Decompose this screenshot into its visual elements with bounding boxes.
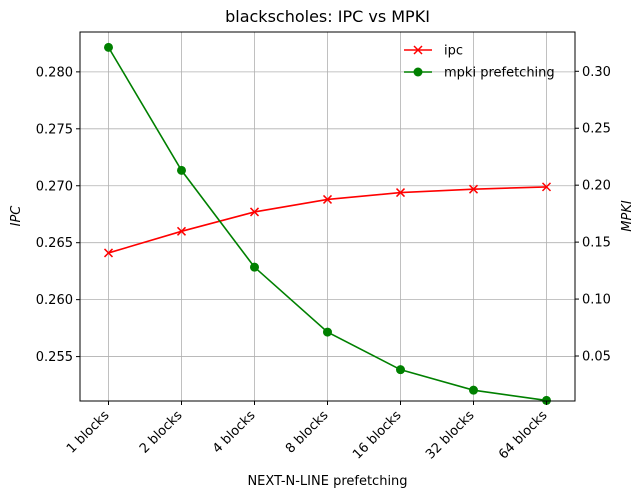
- y-axis-right-label: MPKI: [620, 200, 635, 232]
- y-left-tick-label: 0.275: [36, 122, 73, 137]
- data-point-ipc: [541, 182, 552, 192]
- legend-item-ipc: ipc: [404, 44, 463, 59]
- data-point-mpki-prefetching: [177, 165, 186, 175]
- chart-title: blackscholes: IPC vs MPKI: [225, 7, 430, 26]
- data-point-ipc: [468, 184, 479, 194]
- series-layer: [103, 42, 552, 405]
- data-point-ipc: [176, 226, 187, 236]
- y-right-tick-label: 0.25: [582, 122, 611, 137]
- y-left-tick-label: 0.270: [36, 179, 73, 194]
- legend-label: ipc: [444, 44, 463, 59]
- data-point-ipc-stroke: [249, 207, 260, 217]
- y-right-tick-label: 0.05: [582, 350, 611, 365]
- y-right-tick-label: 0.30: [582, 65, 611, 80]
- data-point-ipc: [395, 188, 406, 198]
- y-left-tick-label: 0.280: [36, 65, 73, 80]
- y-right-tick-label: 0.15: [582, 236, 611, 251]
- data-point-ipc-stroke: [103, 248, 114, 258]
- series-mpki-prefetching: [104, 42, 551, 405]
- y-left-tick-label: 0.255: [36, 350, 73, 365]
- data-point-mpki-prefetching: [323, 327, 332, 337]
- legend-swatch-marker: [413, 67, 423, 77]
- y-right-tick-label: 0.10: [582, 293, 611, 308]
- y-right-tick-label: 0.20: [582, 179, 611, 194]
- legend: ipc mpki prefetching: [404, 44, 555, 81]
- data-point-ipc: [103, 248, 114, 258]
- y-left-tick-label: 0.260: [36, 293, 73, 308]
- data-point-mpki-prefetching: [104, 42, 113, 52]
- grid: [80, 32, 575, 401]
- legend-item-mpki-prefetching: mpki prefetching: [404, 66, 555, 81]
- data-point-ipc-stroke: [176, 226, 187, 236]
- y-axis-left-label: IPC: [9, 205, 24, 227]
- data-point-mpki-prefetching: [250, 262, 259, 272]
- data-point-ipc-stroke: [322, 194, 333, 204]
- data-point-ipc-stroke: [395, 188, 406, 198]
- x-axis-label: NEXT-N-LINE prefetching: [247, 474, 407, 489]
- legend-swatch-marker-stroke: [413, 45, 423, 55]
- data-point-ipc-stroke: [541, 182, 552, 192]
- data-point-mpki-prefetching: [542, 395, 551, 405]
- legend-label: mpki prefetching: [444, 66, 555, 81]
- data-point-ipc: [322, 194, 333, 204]
- data-point-mpki-prefetching: [396, 365, 405, 375]
- data-point-mpki-prefetching: [469, 385, 478, 395]
- y-left-tick-label: 0.265: [36, 236, 73, 251]
- legend-swatch-marker: [413, 45, 423, 55]
- data-point-ipc: [249, 207, 260, 217]
- series-ipc: [103, 182, 552, 258]
- data-point-ipc-stroke: [468, 184, 479, 194]
